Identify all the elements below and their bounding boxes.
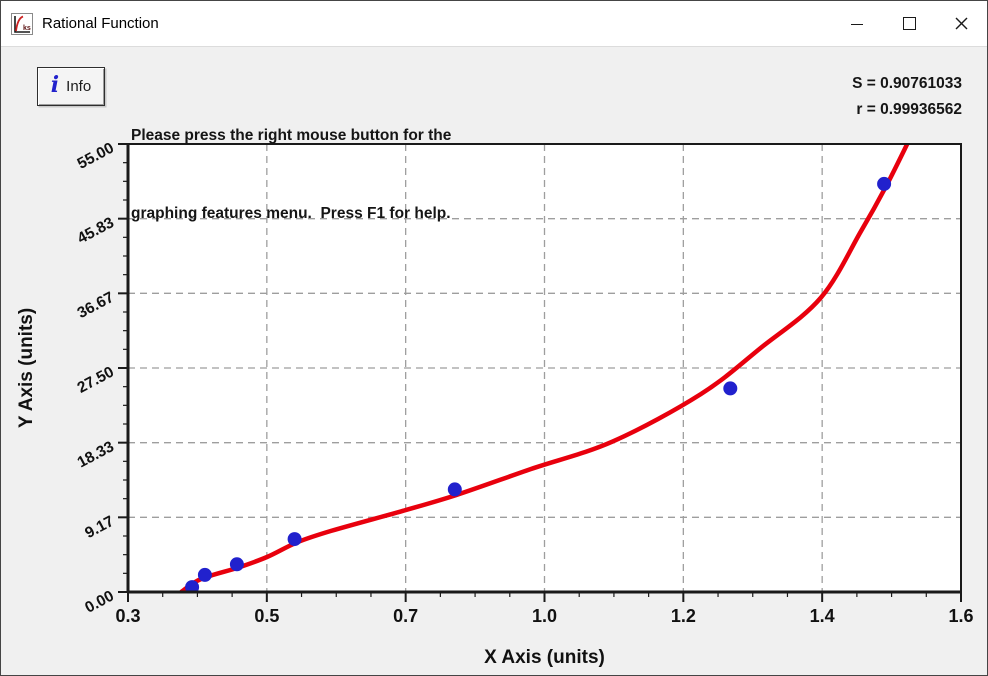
fitted-curve xyxy=(178,144,910,592)
data-point xyxy=(723,381,738,396)
data-point xyxy=(229,557,244,572)
info-button[interactable]: i Info xyxy=(37,67,105,106)
x-tick-label: 1.4 xyxy=(810,606,835,626)
x-tick-label: 1.2 xyxy=(671,606,696,626)
data-point xyxy=(447,482,462,497)
maximize-button[interactable] xyxy=(883,1,935,46)
y-tick-label: 27.50 xyxy=(75,364,117,397)
app-icon[interactable]: ks xyxy=(10,12,34,36)
x-tick-label: 1.6 xyxy=(948,606,973,626)
instructions: Please press the right mouse button for … xyxy=(131,71,451,279)
x-axis-title: X Axis (units) xyxy=(484,647,605,668)
app-icon-text: ks xyxy=(23,25,31,32)
minimize-button[interactable] xyxy=(831,1,883,46)
close-button[interactable] xyxy=(935,1,987,46)
maximize-icon xyxy=(902,17,916,30)
titlebar[interactable]: ks Rational Function xyxy=(1,1,987,47)
data-point xyxy=(185,580,200,592)
stat-correlation: r = 0.99936562 xyxy=(856,101,962,118)
window-title: Rational Function xyxy=(42,15,159,32)
fit-statistics: S = 0.90761033 r = 0.99936562 xyxy=(852,71,962,123)
info-icon: i xyxy=(50,72,60,98)
minimize-icon xyxy=(851,23,863,25)
data-point xyxy=(287,532,302,547)
y-tick-label: 45.83 xyxy=(75,214,118,247)
close-icon xyxy=(955,17,967,30)
data-point xyxy=(877,176,892,191)
curve-fit-logo-icon: ks xyxy=(11,12,33,35)
x-tick-label: 0.3 xyxy=(115,606,140,626)
y-tick-label: 9.17 xyxy=(82,513,117,542)
y-axis-title: Y Axis (units) xyxy=(16,308,37,428)
instructions-line1: Please press the right mouse button for … xyxy=(131,127,452,144)
instructions-line2: graphing features menu. Press F1 for hel… xyxy=(131,205,451,222)
x-tick-label: 0.7 xyxy=(393,606,418,626)
y-tick-label: 36.67 xyxy=(75,289,117,322)
y-tick-label: 18.33 xyxy=(75,438,118,471)
info-button-label: Info xyxy=(66,78,92,95)
data-point xyxy=(197,567,212,582)
y-tick-label: 55.00 xyxy=(75,140,117,173)
x-tick-label: 1.0 xyxy=(532,606,557,626)
stat-standard-error: S = 0.90761033 xyxy=(852,75,962,92)
y-tick-label: 0.00 xyxy=(82,588,117,617)
window-controls xyxy=(831,1,987,46)
x-tick-label: 0.5 xyxy=(254,606,279,626)
